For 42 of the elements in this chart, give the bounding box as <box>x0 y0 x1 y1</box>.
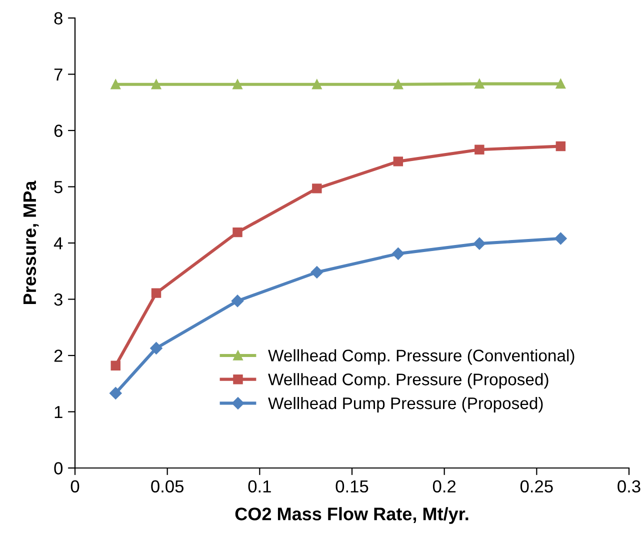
x-tick-label: 0.1 <box>248 480 271 493</box>
point <box>474 144 484 154</box>
point <box>312 80 322 90</box>
point <box>231 294 244 308</box>
point <box>232 227 242 238</box>
legend-label: Wellhead Comp. Pressure (Conventional) <box>268 349 574 365</box>
y-tick-label: 8 <box>54 12 62 24</box>
point <box>150 342 162 354</box>
y-axis-title: Pressure, MPa <box>23 180 39 304</box>
y-tick-label: 2 <box>54 350 62 362</box>
x-tick-label: 0.3 <box>618 480 640 493</box>
point <box>556 78 566 89</box>
y-tick-label: 3 <box>54 293 62 306</box>
y-tick-label: 7 <box>54 68 62 81</box>
point <box>393 80 404 90</box>
point <box>312 184 322 194</box>
y-tick-label: 0 <box>54 462 63 474</box>
x-tick-label: 0.15 <box>336 480 368 493</box>
y-tick-label: 5 <box>54 181 62 194</box>
point <box>110 387 122 400</box>
x-tick-label: 0.2 <box>432 480 456 493</box>
y-tick-label: 1 <box>54 406 62 418</box>
x-tick-label: 0.25 <box>520 480 553 493</box>
x-tick-label: 0.05 <box>151 480 184 493</box>
x-axis-title: CO2 Mass Flow Rate, Mt/yr. <box>235 507 468 524</box>
point <box>310 266 324 278</box>
point <box>554 232 567 245</box>
point <box>232 80 242 90</box>
point <box>110 80 120 90</box>
point <box>474 78 484 89</box>
point <box>556 141 566 152</box>
y-tick-label: 6 <box>54 124 62 137</box>
point <box>473 237 486 250</box>
point <box>392 248 404 260</box>
y-tick-label: 4 <box>54 237 63 250</box>
point <box>151 288 162 298</box>
point <box>110 360 120 370</box>
point <box>151 80 162 90</box>
point <box>393 156 404 166</box>
legend-label: Wellhead Pump Pressure (Proposed) <box>268 396 543 412</box>
x-tick-label: 0 <box>70 480 80 493</box>
legend-label: Wellhead Comp. Pressure (Proposed) <box>268 373 548 389</box>
